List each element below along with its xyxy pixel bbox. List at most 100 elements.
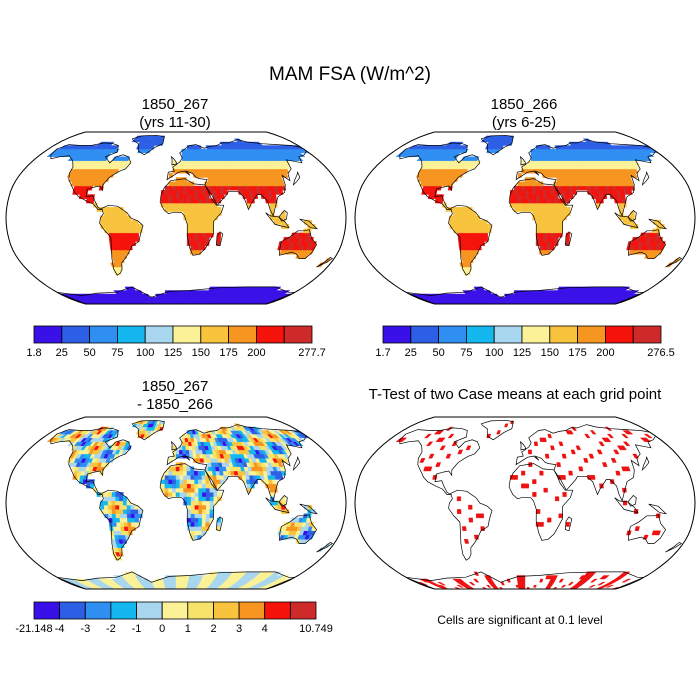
colorbar-box	[33, 601, 61, 620]
colorbar-box	[59, 601, 86, 620]
field-cells	[395, 420, 661, 589]
panel-2-title: 1850_266 (yrs 6-25)	[424, 96, 624, 132]
coastline-northAmerica	[50, 427, 132, 495]
colorbar-box	[632, 325, 662, 344]
coastline-japan	[641, 171, 650, 187]
colorbar-box	[213, 601, 240, 620]
coastline-australia	[278, 229, 318, 259]
colorbar-label: 75	[460, 347, 472, 359]
colorbar-box	[283, 325, 313, 344]
panel-1-title: 1850_267 (yrs 11-30)	[75, 96, 275, 132]
colorbar-box	[605, 325, 634, 344]
colorbar-box	[549, 325, 578, 344]
colorbar-box	[110, 601, 137, 620]
coastline-antarctica	[56, 286, 296, 304]
coastline-indonesia	[265, 497, 290, 514]
colorbar-label: -2	[106, 623, 116, 635]
coastline-eurasia	[166, 424, 307, 502]
colorbar-label: 100	[136, 347, 154, 359]
panel-3-title-line2: - 1850_266	[137, 396, 213, 413]
colorbar-box	[61, 325, 90, 344]
coastline-newGuinea	[299, 218, 319, 230]
colorbar-box	[144, 325, 174, 344]
colorbar-box	[238, 601, 266, 620]
colorbar-case-1850-266: 1.7 25 50 75 100 125 150 175 200 276.5	[375, 325, 675, 359]
colorbar-label: 175	[219, 347, 237, 359]
colorbar-label: 175	[568, 347, 586, 359]
colorbar-label: 75	[111, 347, 123, 359]
coastlines	[50, 134, 334, 304]
colorbar-box	[172, 325, 202, 344]
coastline-greenland	[480, 419, 514, 441]
coastline-eurasia	[515, 424, 656, 502]
colorbar-box	[465, 325, 495, 344]
coastline-japan	[292, 171, 301, 187]
colorbar-box	[289, 601, 317, 620]
colorbar-box	[255, 325, 285, 344]
coastline-newZealand	[316, 541, 334, 553]
panel-1-title-line2: (yrs 11-30)	[139, 114, 211, 131]
colorbar-label: 200	[596, 347, 614, 359]
colorbar-label: 276.5	[647, 347, 675, 359]
colorbar-box	[117, 325, 146, 344]
colorbar-label: 10.749	[299, 623, 333, 635]
map-boundary	[5, 131, 347, 305]
colorbar-case-1850-267: 1.8 25 50 75 100 125 150 175 200 277.7	[26, 325, 326, 359]
coastline-indonesia	[614, 497, 639, 514]
colorbar-box	[200, 325, 230, 344]
figure-title: MAM FSA (W/m^2)	[269, 64, 431, 85]
colorbar-box	[33, 325, 63, 344]
coastline-newGuinea	[648, 503, 668, 515]
colorbar-label: 50	[83, 347, 95, 359]
colorbar-box	[382, 325, 412, 344]
colorbar-label: 4	[262, 623, 268, 635]
coastline-indonesia	[614, 212, 639, 229]
coastline-eurasia	[166, 139, 307, 217]
coastline-antarctica	[405, 286, 645, 304]
panel-3-title-line1: 1850_267	[141, 378, 209, 395]
colorbar-box	[577, 325, 606, 344]
map-panel-4	[354, 416, 696, 590]
coastline-southAmerica	[448, 204, 493, 276]
coastline-britain	[519, 155, 527, 166]
coastline-newGuinea	[648, 218, 668, 230]
colorbar-label: 1.7	[375, 347, 390, 359]
coastline-borneo	[278, 495, 288, 507]
colorbar-box	[264, 601, 291, 620]
coastline-australia	[627, 229, 667, 259]
colorbar-label: 25	[405, 347, 417, 359]
colorbar-label: 2	[210, 623, 216, 635]
colorbar-label: 1.8	[26, 347, 41, 359]
coastline-africa	[508, 463, 574, 541]
coastline-newZealand	[665, 256, 683, 268]
map-panel-1	[5, 131, 347, 305]
coastline-southAmerica	[99, 204, 144, 276]
field-cells	[46, 135, 331, 304]
coastlines	[50, 419, 334, 589]
coastline-southAmerica	[448, 489, 493, 561]
colorbar-label: -1	[132, 623, 142, 635]
coastline-antarctica	[405, 571, 645, 589]
colorbar-label: 150	[541, 347, 559, 359]
coastline-britain	[519, 440, 527, 451]
colorbar-label: 50	[432, 347, 444, 359]
coastline-northAmerica	[50, 142, 132, 210]
colorbar-label: 150	[192, 347, 210, 359]
coastline-madagascar	[565, 516, 573, 532]
map-boundary	[354, 131, 696, 305]
colorbar-label: 100	[485, 347, 503, 359]
colorbar-label: -21.148	[15, 623, 52, 635]
coastline-greenland	[131, 134, 165, 156]
panel-2-title-line1: 1850_266	[490, 96, 558, 113]
map-panel-2	[354, 131, 696, 305]
coastline-japan	[292, 456, 301, 472]
colorbar-label: 200	[247, 347, 265, 359]
coastlines	[399, 134, 683, 304]
map-panel-3	[5, 416, 347, 590]
panel-1-title-line1: 1850_267	[141, 96, 209, 113]
panel-3-title: 1850_267 - 1850_266	[75, 378, 275, 414]
colorbar-label: 1	[185, 623, 191, 635]
panel-4-title: T-Test of two Case means at each grid po…	[368, 386, 662, 403]
colorbar-label: 125	[164, 347, 182, 359]
